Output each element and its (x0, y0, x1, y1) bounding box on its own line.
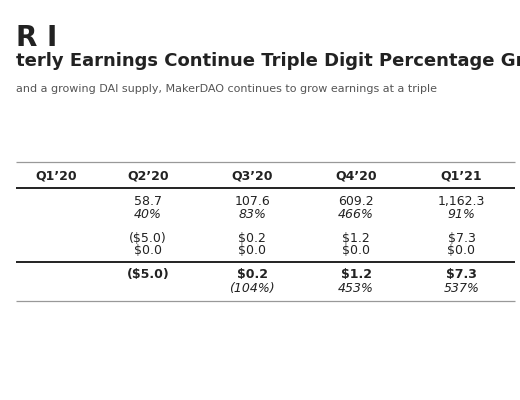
Text: 466%: 466% (339, 208, 374, 220)
Text: ($5.0): ($5.0) (127, 268, 170, 281)
Text: 537%: 537% (444, 282, 479, 295)
Text: (104%): (104%) (229, 282, 275, 295)
Text: 609.2: 609.2 (339, 195, 374, 208)
Text: $7.3: $7.3 (446, 268, 477, 281)
Text: and a growing DAI supply, MakerDAO continues to grow earnings at a triple: and a growing DAI supply, MakerDAO conti… (16, 84, 437, 94)
Text: $1.2: $1.2 (342, 232, 370, 244)
Text: 107.6: 107.6 (235, 195, 270, 208)
Text: Q1’20: Q1’20 (35, 169, 77, 182)
Text: Q1’21: Q1’21 (440, 169, 483, 182)
Text: $0.0: $0.0 (342, 244, 370, 257)
Text: $0.0: $0.0 (448, 244, 475, 257)
Text: R I: R I (16, 24, 57, 52)
Text: 40%: 40% (134, 208, 162, 220)
Text: $0.2: $0.2 (238, 232, 266, 244)
Text: 1,162.3: 1,162.3 (438, 195, 485, 208)
Text: $1.2: $1.2 (341, 268, 372, 281)
Text: 58.7: 58.7 (134, 195, 162, 208)
Text: ($5.0): ($5.0) (129, 232, 167, 244)
Text: $0.0: $0.0 (134, 244, 162, 257)
Text: Q3’20: Q3’20 (231, 169, 273, 182)
Text: 91%: 91% (448, 208, 475, 220)
Text: Q4’20: Q4’20 (335, 169, 377, 182)
Text: $7.3: $7.3 (448, 232, 475, 244)
Text: $0.0: $0.0 (238, 244, 266, 257)
Text: $0.2: $0.2 (237, 268, 268, 281)
Text: Q2’20: Q2’20 (127, 169, 169, 182)
Text: 83%: 83% (238, 208, 266, 220)
Text: terly Earnings Continue Triple Digit Percentage Gr: terly Earnings Continue Triple Digit Per… (16, 52, 520, 70)
Text: 453%: 453% (339, 282, 374, 295)
